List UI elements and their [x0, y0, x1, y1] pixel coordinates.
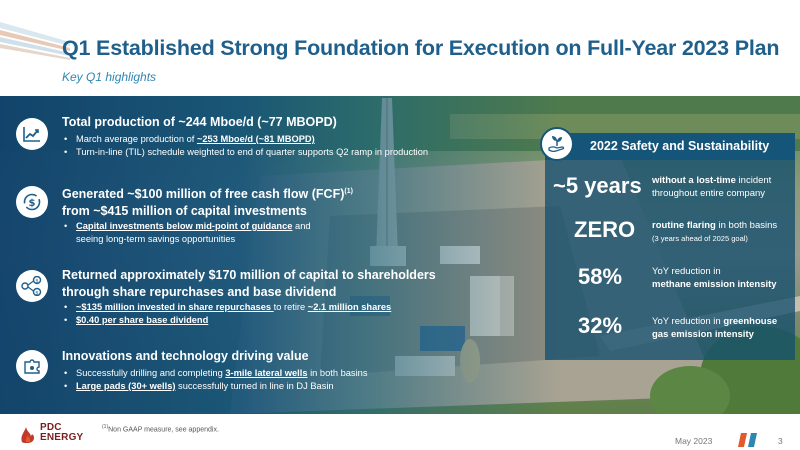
puzzle-idea-icon — [16, 350, 48, 382]
list-item: Large pads (30+ wells) successfully turn… — [64, 380, 367, 393]
footnote: (1)Non GAAP measure, see appendix. — [102, 424, 219, 434]
fcf-bullets: Capital investments below mid-point of g… — [64, 220, 311, 246]
list-item: Turn-in-line (TIL) schedule weighted to … — [64, 146, 428, 159]
header-decoration — [0, 22, 70, 60]
stat-text-methane: YoY reduction in methane emission intens… — [652, 266, 777, 290]
innovation-bullets: Successfully drilling and completing 3-m… — [64, 367, 367, 393]
fcf-heading: Generated ~$100 million of free cash flo… — [62, 187, 353, 219]
seedling-hand-icon — [540, 127, 574, 161]
sustainability-panel-header — [545, 133, 795, 160]
list-item: $0.40 per share base dividend — [64, 314, 391, 327]
page-title: Q1 Established Strong Foundation for Exe… — [62, 36, 780, 60]
page-subtitle: Key Q1 highlights — [62, 70, 157, 84]
stat-value-methane: 58% — [578, 264, 623, 289]
list-item: Capital investments below mid-point of g… — [64, 220, 311, 246]
capital-bullets: ~$135 million invested in share repurcha… — [64, 301, 391, 327]
dollar-cycle-icon: $ — [16, 186, 48, 218]
production-heading: Total production of ~244 Mboe/d (~77 MBO… — [62, 115, 337, 129]
production-bullets: March average production of ~253 Mboe/d … — [64, 133, 428, 159]
stat-text-ghg: YoY reduction in greenhouse gas emission… — [652, 316, 778, 340]
stat-text-flaring: routine flaring in both basins (3 years … — [652, 220, 778, 243]
capital-heading: Returned approximately $170 million of c… — [62, 268, 436, 299]
dollar-network-icon: $ $ — [16, 270, 48, 302]
footer-date: May 2023 — [675, 436, 713, 446]
svg-text:$: $ — [35, 279, 39, 285]
stat-value-flaring: ZERO — [574, 217, 636, 242]
stat-value-lost-time: ~5 years — [553, 173, 642, 198]
svg-text:$: $ — [29, 198, 36, 209]
list-item: ~$135 million invested in share repurcha… — [64, 301, 391, 314]
svg-text:$: $ — [35, 291, 39, 297]
innovation-heading: Innovations and technology driving value — [62, 349, 309, 363]
sustainability-panel-title: 2022 Safety and Sustainability — [590, 139, 770, 153]
list-item: Successfully drilling and completing 3-m… — [64, 367, 367, 380]
chart-trend-icon — [16, 118, 48, 150]
stat-text-lost-time: without a lost-time incident throughout … — [652, 175, 772, 199]
company-logo-text: PDC ENERGY — [40, 422, 84, 443]
list-item: March average production of ~253 Mboe/d … — [64, 133, 428, 146]
sustainability-panel — [545, 160, 795, 360]
company-logo-icon — [21, 427, 34, 443]
page-number: 3 — [778, 436, 783, 446]
brand-mark-icon — [738, 433, 757, 447]
stat-value-ghg: 32% — [578, 313, 623, 338]
